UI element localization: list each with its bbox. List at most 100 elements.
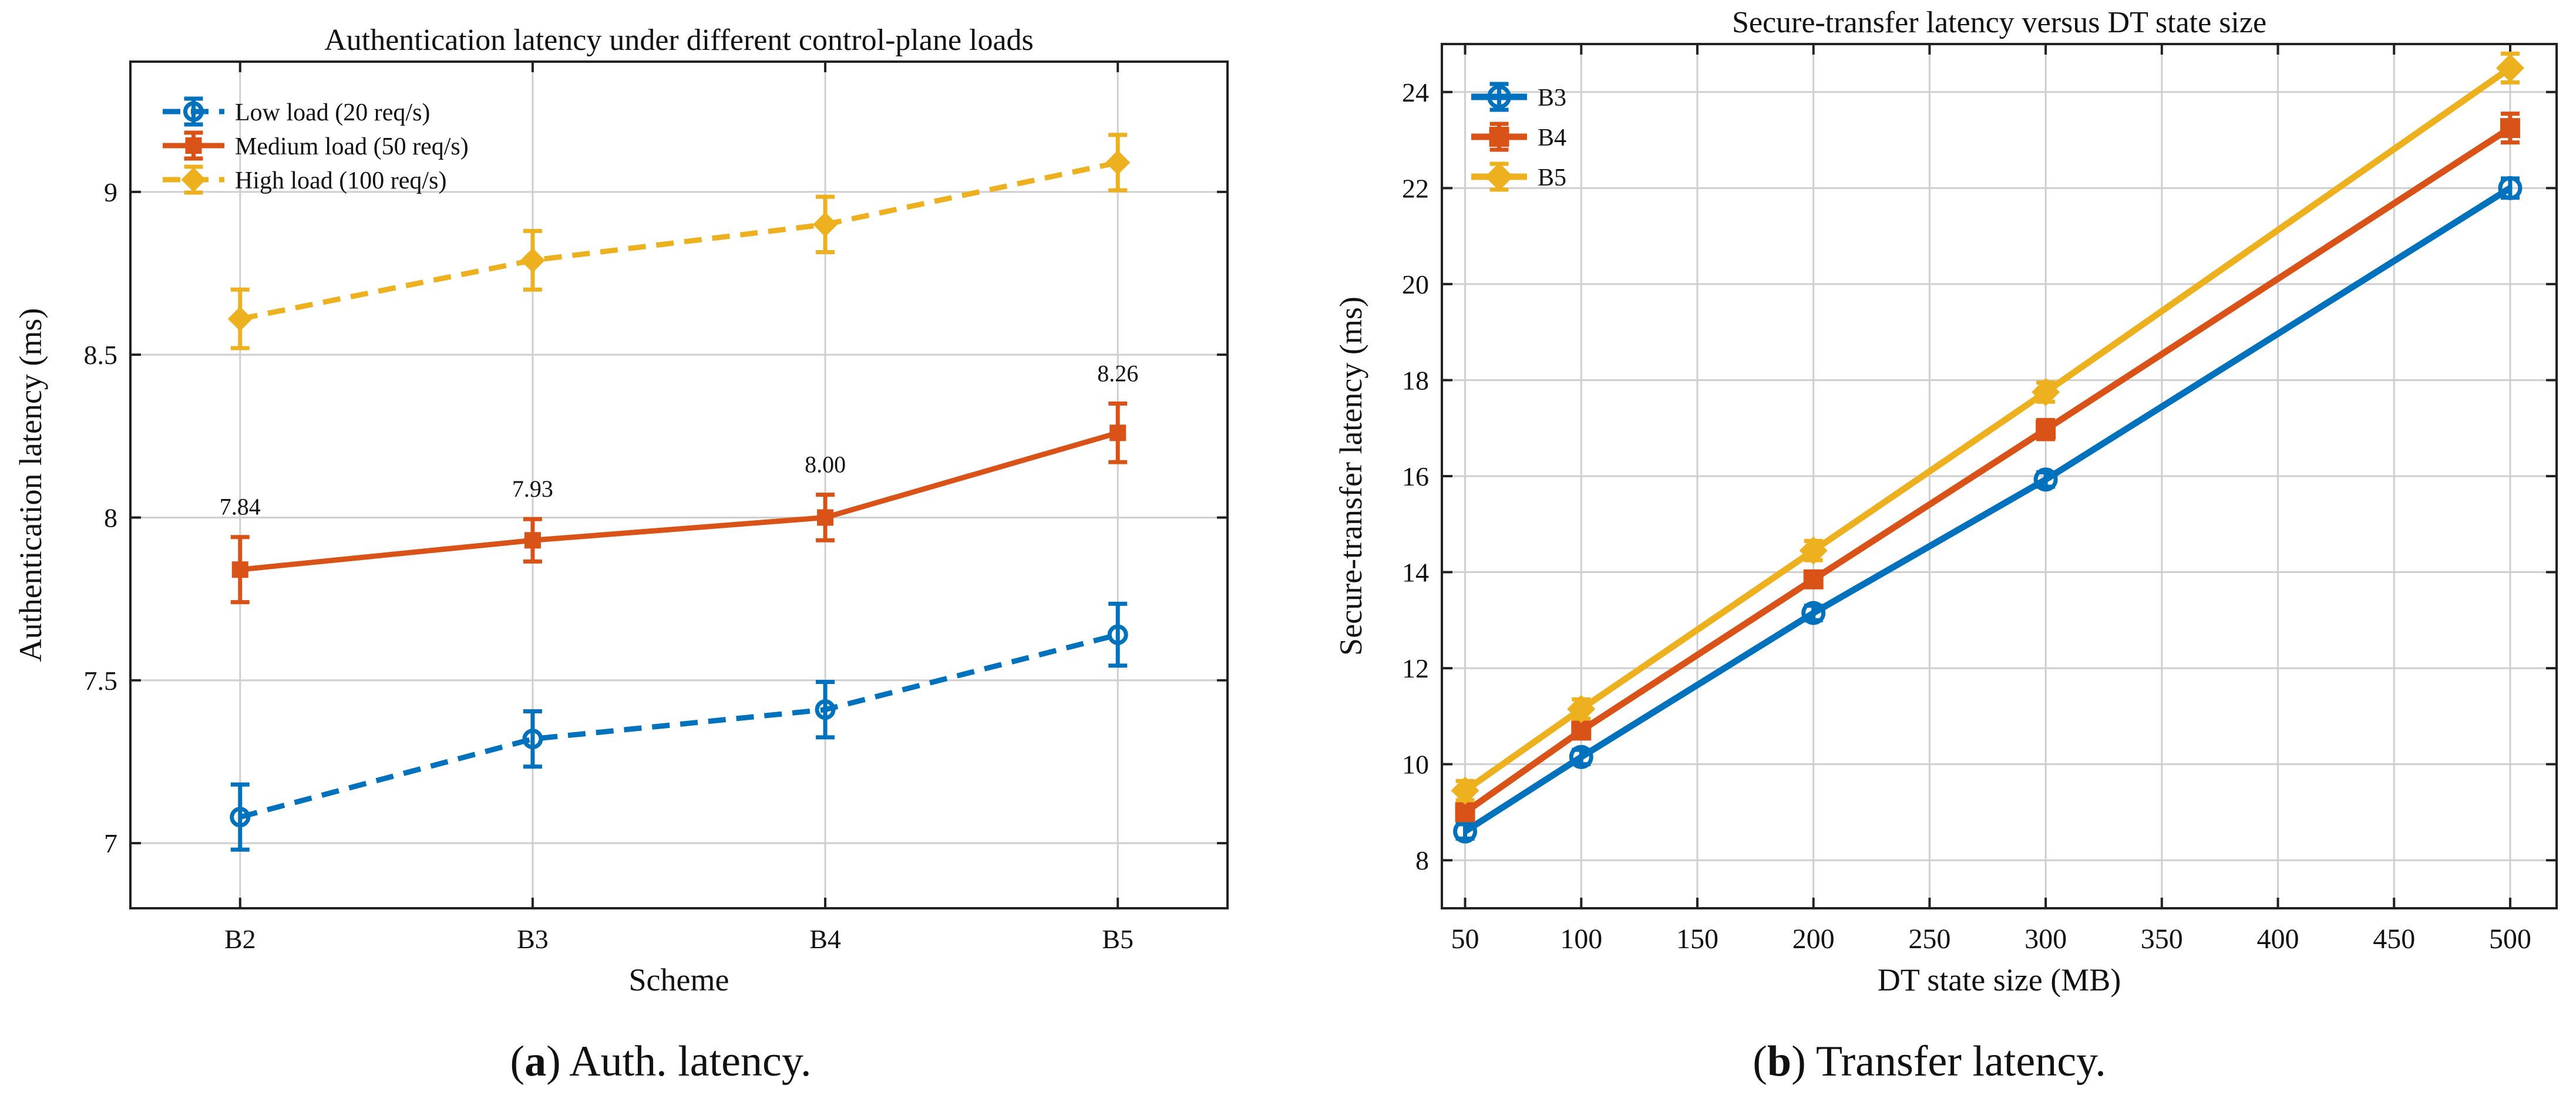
caption-a: (a) Auth. latency. [510, 1037, 811, 1086]
caption-b-open: ( [1753, 1037, 1767, 1086]
legend-label: Medium load (50 req/s) [235, 133, 469, 160]
y-tick-label: 7.5 [84, 666, 118, 696]
series-line [239, 160, 1119, 322]
y-tick-label: 8 [1415, 845, 1429, 875]
data-point [1107, 624, 1128, 645]
y-tick-label: 9 [104, 177, 117, 207]
chart-title: Secure-transfer latency versus DT state … [1732, 6, 2266, 39]
x-tick-label: 150 [1676, 924, 1719, 955]
legend: B3 B4 B5 [1471, 82, 1566, 192]
chart-transfer-latency: 8 10 12 14 16 18 20 22 24 50 100 150 200 250 300 350 400… [1333, 6, 2558, 997]
x-tick-label: 50 [1451, 924, 1479, 955]
caption-b-text: Transfer latency. [1806, 1037, 2106, 1086]
series-1: 7.84 7.93 8.00 8.26 [220, 360, 1138, 605]
x-axis-label: DT state size (MB) [1878, 962, 2121, 997]
data-point [230, 807, 251, 828]
series-line [240, 430, 1119, 572]
legend-marker [185, 137, 202, 154]
data-label: 8.00 [805, 451, 846, 478]
series-line [1463, 65, 2513, 794]
legend-label: B5 [1538, 164, 1566, 191]
y-tick-label: 22 [1402, 173, 1429, 203]
caption-b: (b) Transfer latency. [1753, 1037, 2106, 1086]
data-point [2033, 467, 2058, 492]
data-point [1799, 536, 1828, 565]
y-tick-label: 18 [1402, 365, 1429, 395]
x-tick-label: B2 [224, 924, 256, 954]
legend-label: B4 [1538, 124, 1566, 151]
data-point [231, 561, 248, 578]
x-tick-label: 250 [1908, 924, 1951, 955]
legend-label: B3 [1538, 85, 1566, 112]
y-tick-label: 10 [1402, 750, 1429, 780]
legend-marker [1487, 85, 1511, 109]
data-label: 8.26 [1097, 360, 1138, 386]
x-tick-label: 450 [2373, 924, 2415, 955]
data-label: 7.84 [220, 494, 261, 520]
y-tick-label: 8 [104, 503, 117, 533]
x-tick-label: B4 [809, 924, 841, 954]
data-point [813, 212, 838, 237]
data-point [2498, 176, 2523, 200]
series-line [239, 632, 1119, 820]
series-2 [1451, 51, 2524, 805]
caption-a-close: ) [546, 1037, 561, 1086]
x-tick-label: 300 [2025, 924, 2067, 955]
data-point [1109, 424, 1126, 442]
y-tick-label: 12 [1402, 653, 1429, 683]
data-point [227, 306, 253, 332]
legend-marker [183, 101, 204, 122]
legend: Low load (20 req/s) Medium load (50 req/s… [163, 96, 469, 195]
y-tick-label: 7 [104, 828, 117, 858]
data-point [2036, 419, 2056, 440]
x-axis-label: Scheme [629, 962, 729, 997]
data-point [817, 509, 834, 526]
caption-a-letter: a [524, 1037, 546, 1086]
data-point [1569, 744, 1593, 769]
series-1 [1455, 112, 2520, 823]
series-line [1463, 125, 2512, 815]
x-tick-label: 500 [2489, 924, 2531, 955]
legend-label: Low load (20 req/s) [235, 99, 430, 126]
series-0 [1453, 176, 2523, 844]
data-label: 7.93 [512, 476, 553, 502]
caption-b-letter: b [1767, 1037, 1791, 1086]
data-point [815, 699, 836, 720]
data-point [2496, 53, 2524, 82]
y-tick-label: 14 [1402, 558, 1429, 588]
series-0 [230, 601, 1128, 852]
y-tick-label: 8.5 [84, 340, 118, 370]
data-point [2500, 118, 2520, 139]
data-point [522, 729, 543, 750]
data-point [1455, 802, 1475, 823]
x-tick-label: 200 [1793, 924, 1835, 955]
data-point [1801, 601, 1826, 625]
chart-title: Authentication latency under different c… [324, 23, 1034, 57]
legend-marker [1489, 127, 1509, 147]
caption-a-open: ( [510, 1037, 524, 1086]
x-tick-label: B3 [517, 924, 549, 954]
caption-a-text: Auth. latency. [561, 1037, 812, 1086]
data-point [1105, 150, 1131, 175]
legend-marker [1485, 163, 1514, 191]
data-point [2032, 378, 2060, 406]
chart-auth-latency: 7 7.5 8 8.5 9 B2 B3 B4 B5 Authentication latency … [13, 23, 1229, 997]
x-tick-label: 350 [2141, 924, 2183, 955]
x-tick-label: B5 [1102, 924, 1134, 954]
data-point [520, 248, 545, 273]
y-axis-label: Authentication latency (ms) [13, 308, 48, 662]
y-tick-label: 20 [1402, 269, 1429, 299]
legend-label: High load (100 req/s) [235, 167, 446, 194]
y-tick-label: 16 [1402, 461, 1429, 491]
caption-b-close: ) [1791, 1037, 1806, 1086]
y-tick-label: 24 [1402, 77, 1429, 107]
x-tick-label: 100 [1560, 924, 1602, 955]
plot-frame [129, 60, 1229, 909]
data-point [1567, 695, 1596, 723]
x-tick-label: 400 [2257, 924, 2299, 955]
series-2 [227, 133, 1131, 351]
data-point [1451, 776, 1479, 805]
y-axis-label: Secure-transfer latency (ms) [1333, 296, 1368, 656]
legend-marker [181, 167, 206, 192]
